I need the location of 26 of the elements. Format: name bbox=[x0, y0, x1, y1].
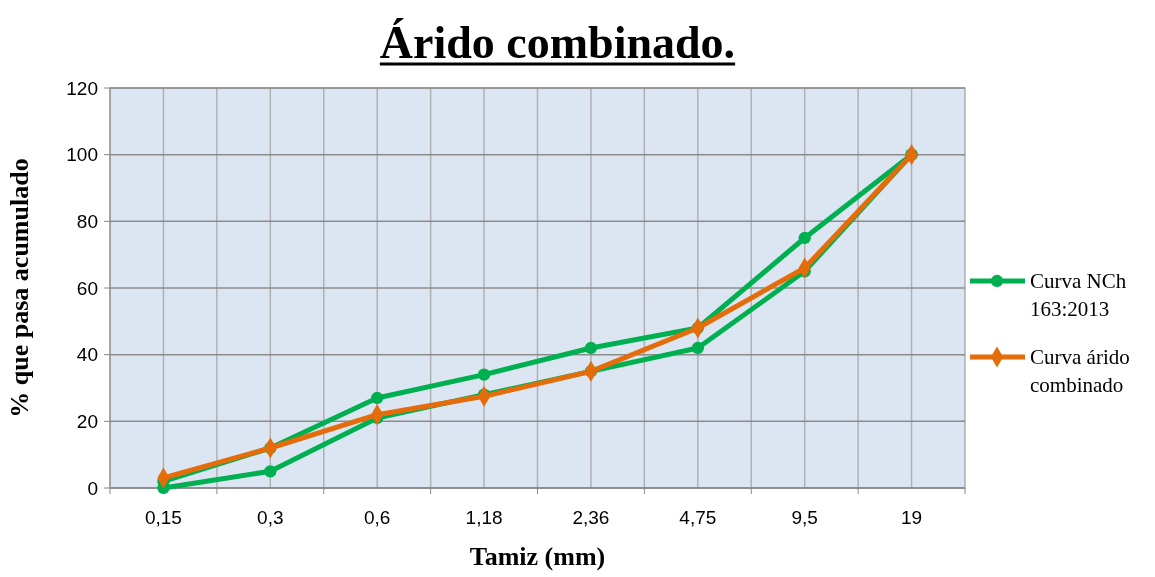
point bbox=[691, 341, 704, 355]
x-tick-label: 0,15 bbox=[144, 507, 182, 528]
y-tick-label: 120 bbox=[66, 77, 98, 99]
point bbox=[798, 231, 811, 245]
y-tick-label: 0 bbox=[87, 477, 98, 499]
x-tick-label: 0,3 bbox=[257, 507, 284, 528]
y-tick-label: 80 bbox=[76, 210, 98, 232]
y-tick-label: 20 bbox=[76, 410, 98, 432]
legend-label: Curva NCh 163:2013 bbox=[1030, 269, 1127, 321]
x-tick-label: 1,18 bbox=[465, 507, 503, 528]
x-tick-label: 9,5 bbox=[791, 507, 818, 528]
y-tick-label: 40 bbox=[76, 344, 98, 366]
point bbox=[584, 341, 598, 355]
y-axis-title: % que pasa acumulado bbox=[5, 158, 34, 418]
x-tick-label: 0,6 bbox=[363, 507, 391, 528]
x-tick-label: 2,36 bbox=[572, 507, 610, 528]
x-tick-label: 4,75 bbox=[679, 507, 717, 528]
y-tick-label: 100 bbox=[66, 144, 98, 166]
chart-title: Árido combinado. bbox=[379, 17, 736, 68]
point bbox=[477, 368, 491, 381]
legend-label: Curva árido combinado bbox=[1030, 345, 1130, 397]
y-tick-label: 60 bbox=[76, 277, 98, 299]
x-tick-label: 19 bbox=[900, 507, 923, 528]
x-axis-title: Tamiz (mm) bbox=[469, 542, 606, 571]
point bbox=[264, 465, 277, 478]
point bbox=[371, 391, 384, 405]
